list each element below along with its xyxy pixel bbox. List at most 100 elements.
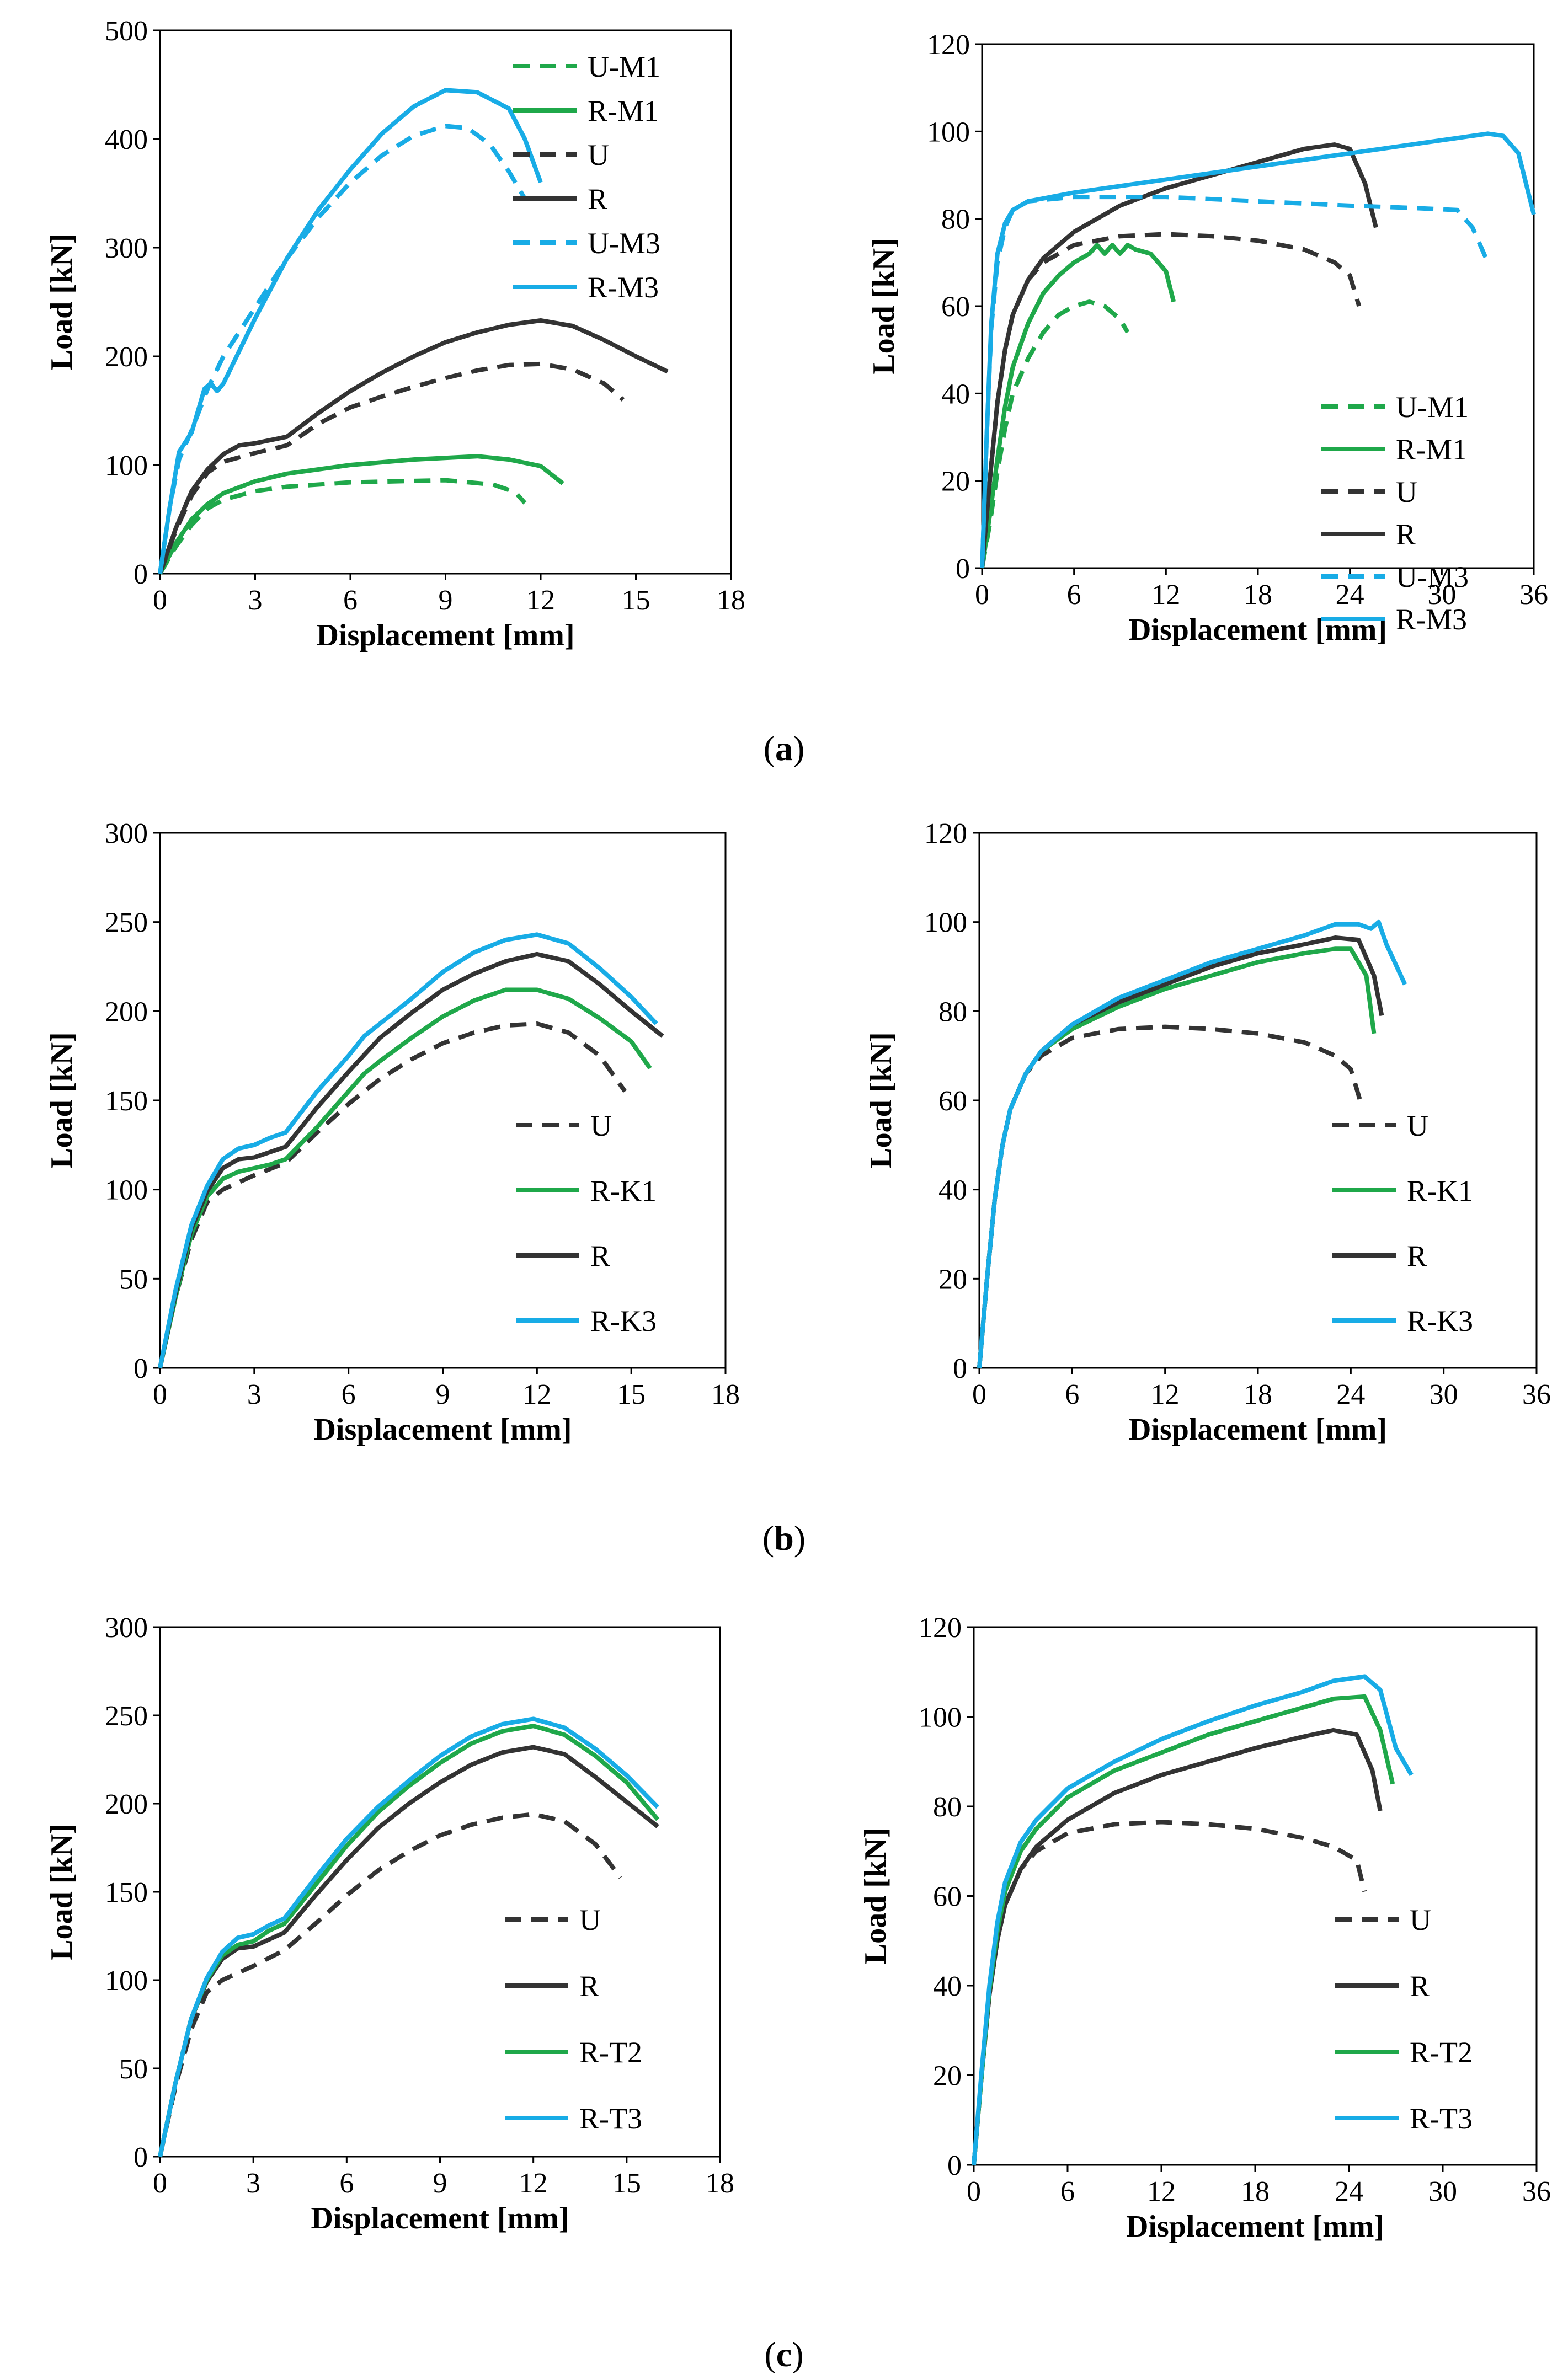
y-tick-label: 200 <box>105 341 148 373</box>
y-tick-label: 80 <box>941 204 970 236</box>
y-tick-label: 0 <box>134 559 148 590</box>
series-line-r <box>158 318 669 575</box>
legend-label-r-t2: R-T2 <box>1410 2036 1473 2069</box>
series-line-u-m1 <box>158 478 527 575</box>
chart-c-right: 0 20 40 60 80 100 120 0 6 12 18 24 30 36 Displacement … <box>858 1612 1551 2244</box>
legend-label-u-m1: U-M1 <box>1396 391 1469 424</box>
x-tick-label: 9 <box>433 2168 447 2199</box>
y-tick-label: 100 <box>924 907 967 939</box>
y-tick-label: 0 <box>134 1353 148 1384</box>
y-tick-label: 300 <box>105 818 148 849</box>
legend-label-r: R <box>588 183 607 216</box>
caption-c: (c) <box>764 2335 803 2374</box>
y-tick-label: 100 <box>105 450 148 482</box>
x-tick-label: 12 <box>1147 2176 1176 2207</box>
legend-label-u-m1: U-M1 <box>588 50 660 83</box>
y-tick-label: 80 <box>938 996 967 1028</box>
legend-label-r: R <box>1396 518 1416 551</box>
series-line-r-m3 <box>980 131 1536 569</box>
series-line-r <box>158 951 664 1368</box>
y-tick-label: 40 <box>938 1175 967 1206</box>
legend-label-u: U <box>588 138 609 172</box>
x-tick-label: 36 <box>1519 579 1548 611</box>
series-line-r <box>977 935 1384 1368</box>
x-tick-label: 3 <box>248 585 263 616</box>
series-line-r-k1 <box>158 987 652 1368</box>
y-axis-label: Load [kN] <box>858 1828 893 1964</box>
x-tick-label: 6 <box>1065 1379 1079 1410</box>
y-tick-label: 400 <box>105 124 148 156</box>
series-line-r-k3 <box>977 919 1407 1368</box>
x-axis-label: Displacement [mm] <box>1126 2210 1384 2244</box>
x-tick-label: 12 <box>1151 1379 1180 1410</box>
legend-label-r-t3: R-T3 <box>579 2102 642 2135</box>
series-line-r <box>980 142 1378 569</box>
legend-label-r-k3: R-K3 <box>1407 1304 1473 1338</box>
y-axis-label: Load [kN] <box>864 1032 898 1168</box>
plot-frame <box>978 832 1538 1369</box>
x-tick-label: 0 <box>153 585 167 616</box>
series-line-r-t3 <box>158 1716 660 2157</box>
series-line-u-m3 <box>980 195 1490 569</box>
x-tick-label: 0 <box>153 2168 167 2199</box>
y-tick-label: 50 <box>119 1264 148 1295</box>
y-axis-label: Load [kN] <box>45 1823 79 1960</box>
series-line-r <box>158 1745 659 2157</box>
x-tick-label: 0 <box>975 579 989 611</box>
plot-frame <box>159 1626 721 2158</box>
legend-label-u-m3: U-M3 <box>588 227 660 260</box>
series-line-r-m1 <box>980 243 1176 569</box>
legend-label-u: U <box>579 1903 601 1937</box>
y-axis-label: Load [kN] <box>45 234 79 370</box>
caption-b: (b) <box>762 1518 806 1558</box>
x-tick-label: 12 <box>526 585 555 616</box>
series-line-r-k3 <box>158 932 658 1368</box>
y-tick-label: 50 <box>119 2053 148 2085</box>
y-tick-label: 20 <box>938 1264 967 1295</box>
series-line-u <box>972 1820 1367 2165</box>
x-tick-label: 18 <box>1244 579 1272 611</box>
legend-label-r: R <box>1410 1970 1430 2003</box>
y-tick-label: 0 <box>953 1353 967 1384</box>
legend-label-u: U <box>1410 1903 1431 1937</box>
series-line-r <box>972 1727 1383 2165</box>
legend-label-u: U <box>1407 1109 1428 1142</box>
x-tick-label: 36 <box>1522 1379 1551 1410</box>
y-axis-label: Load [kN] <box>45 1032 79 1168</box>
x-tick-label: 18 <box>717 585 745 616</box>
y-tick-label: 60 <box>941 291 970 323</box>
chart-a-left: 0 100 200 300 400 500 0 3 6 9 12 15 18 Displacement [… <box>45 15 745 653</box>
y-tick-label: 40 <box>933 1971 962 2002</box>
chart-b-left: 0 50 100 150 200 250 300 0 3 6 9 12 15 18 Displacement… <box>45 818 740 1447</box>
x-tick-label: 18 <box>706 2168 734 2199</box>
legend-label-r: R <box>579 1970 599 2003</box>
x-tick-label: 30 <box>1428 2176 1457 2207</box>
y-tick-label: 100 <box>919 1702 962 1734</box>
x-axis-label: Displacement [mm] <box>316 618 574 653</box>
y-tick-label: 500 <box>105 15 148 47</box>
legend-label-r-k3: R-K3 <box>590 1304 657 1338</box>
y-tick-label: 20 <box>933 2061 962 2092</box>
x-tick-label: 12 <box>1151 579 1180 611</box>
y-tick-label: 150 <box>105 1085 148 1117</box>
y-tick-label: 200 <box>105 1789 148 1820</box>
x-tick-label: 3 <box>246 2168 260 2199</box>
x-tick-label: 30 <box>1430 1379 1458 1410</box>
legend-label-r-m3: R-M3 <box>1396 603 1467 636</box>
x-tick-label: 12 <box>519 2168 548 2199</box>
x-tick-label: 3 <box>247 1379 262 1410</box>
series-line-u <box>977 1024 1363 1368</box>
legend-label-r-m1: R-M1 <box>1396 433 1467 466</box>
x-axis-label: Displacement [mm] <box>1129 1413 1387 1447</box>
series-line-u-m1 <box>980 299 1130 569</box>
y-tick-label: 100 <box>105 1965 148 1997</box>
x-tick-label: 9 <box>436 1379 450 1410</box>
y-tick-label: 300 <box>105 1612 148 1644</box>
x-tick-label: 18 <box>711 1379 740 1410</box>
x-tick-label: 6 <box>343 585 358 616</box>
y-tick-label: 150 <box>105 1877 148 1908</box>
legend-label-r-t2: R-T2 <box>579 2036 642 2069</box>
y-tick-label: 250 <box>105 907 148 939</box>
legend-label-r: R <box>1407 1239 1427 1272</box>
